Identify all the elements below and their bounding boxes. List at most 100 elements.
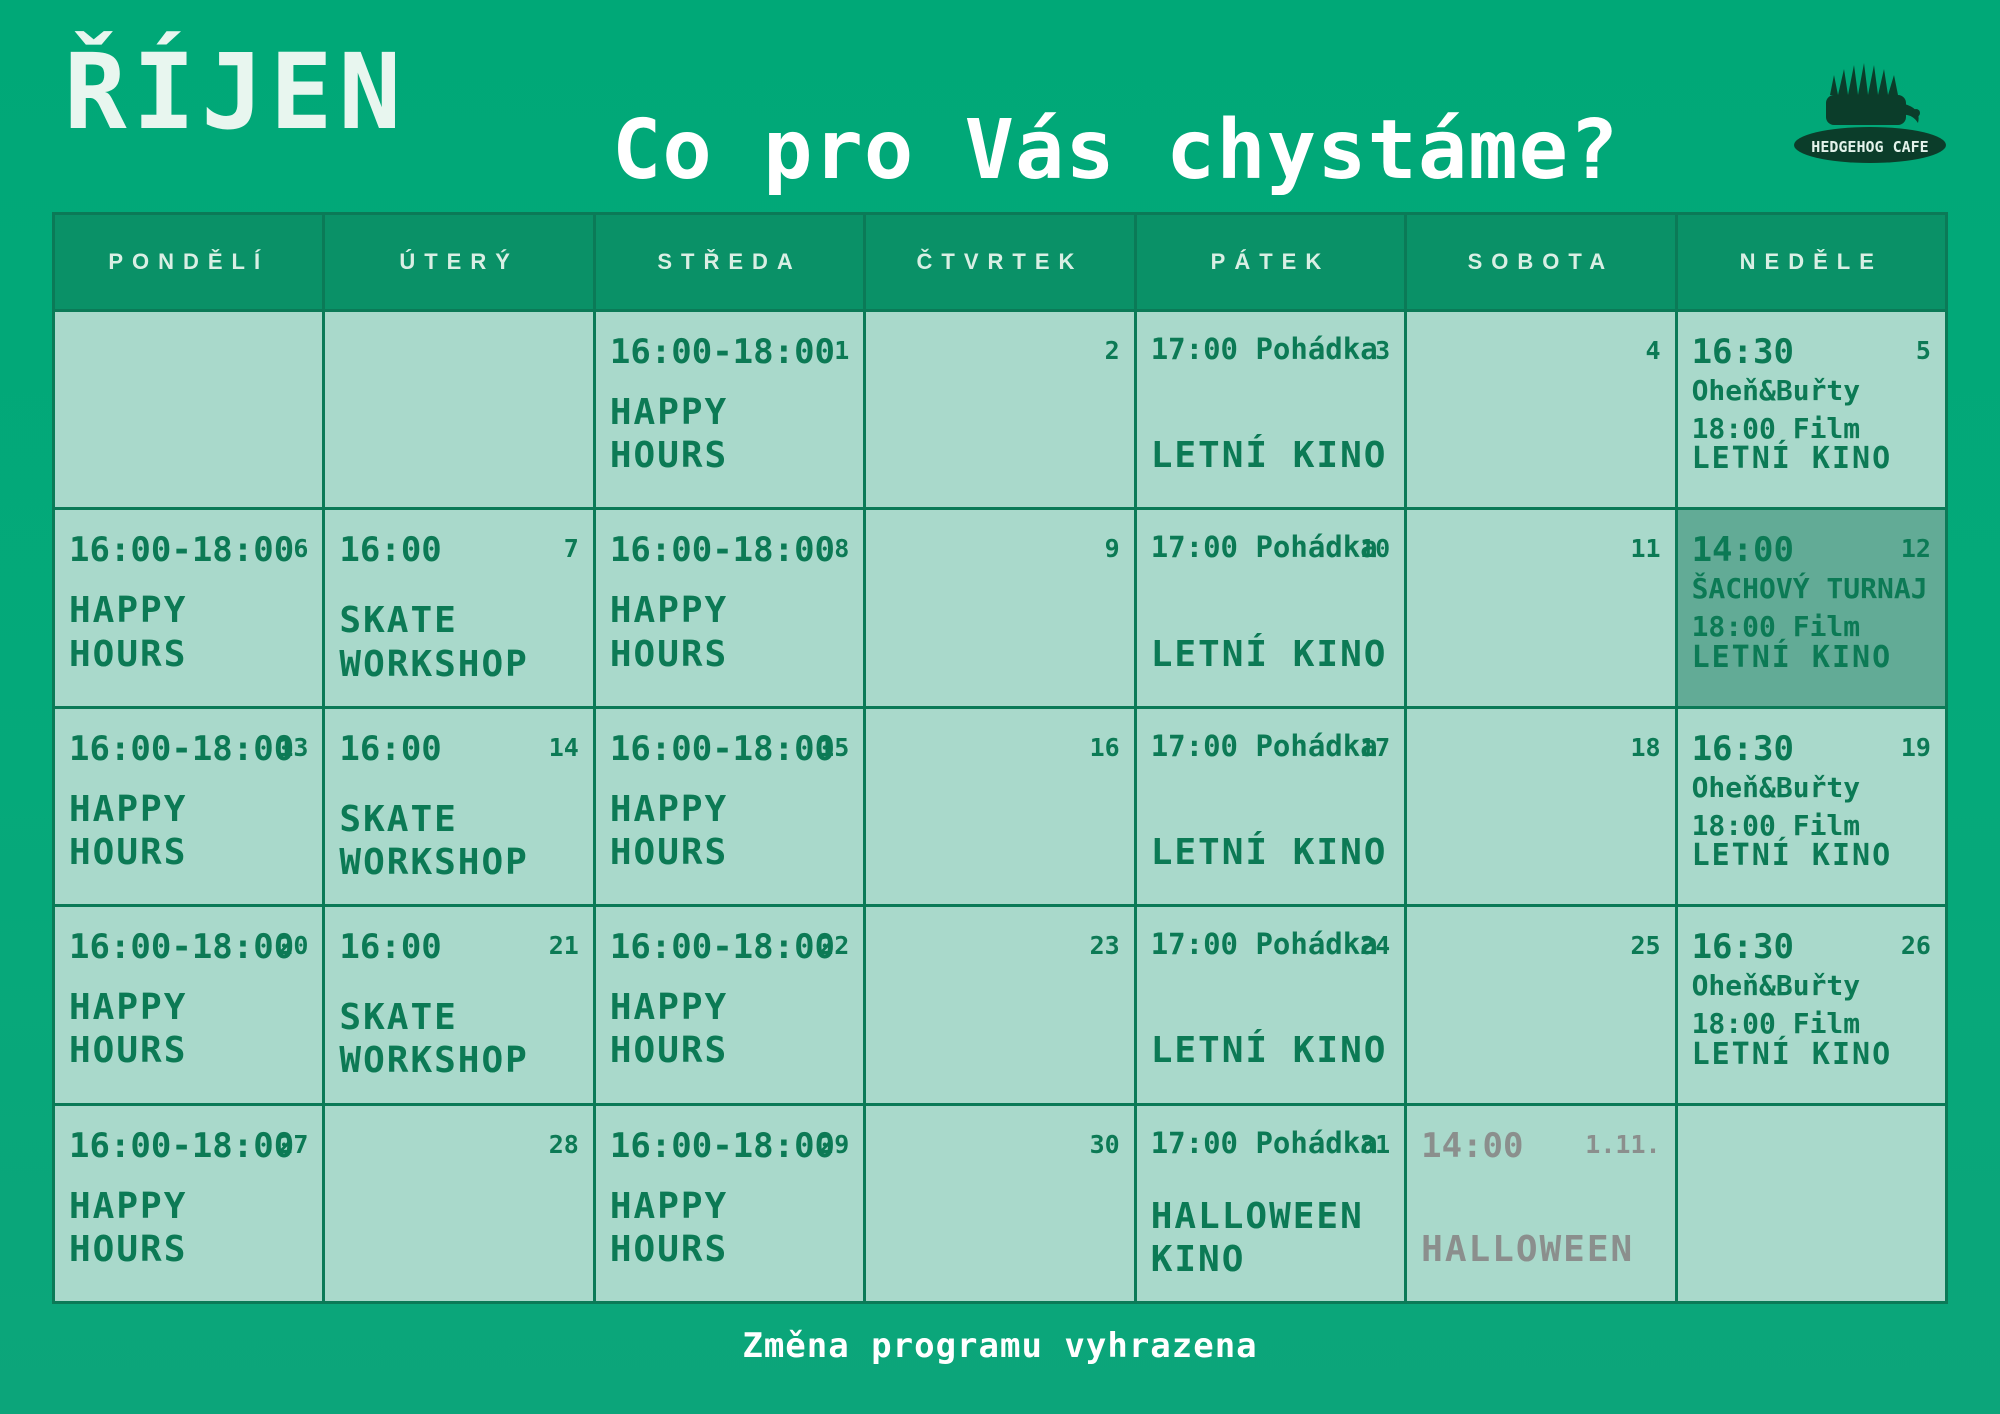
day-number: 22 (819, 931, 850, 961)
event-title: LETNÍ KINO (1150, 435, 1388, 477)
event-title: HAPPY HOURS (69, 1185, 188, 1270)
event-time: 16:00-18:00 (609, 1125, 836, 1166)
calendar-day-cell: 5 16:30 Oheň&Buřty 18:00 Film LETNÍ KINO (1677, 312, 1945, 508)
event-time: 16:00-18:00 (609, 927, 836, 968)
calendar-day-cell: 14 16:00 SKATE WORKSHOP (325, 708, 593, 905)
calendar-day-cell: 1 16:00-18:00 HAPPY HOURS (595, 312, 864, 508)
calendar-day-cell: 20 16:00-18:00 HAPPY HOURS (55, 907, 323, 1103)
calendar-day-cell: 11 (1407, 510, 1675, 706)
day-header: ČTVRTEK (866, 215, 1134, 309)
day-number: 17 (1360, 732, 1391, 762)
logo-text: HEDGEHOG CAFE (1811, 138, 1928, 156)
calendar-day-cell: 26 16:30 Oheň&Buřty 18:00 Film LETNÍ KINO (1677, 907, 1945, 1103)
event-title: HAPPY HOURS (609, 590, 729, 675)
event-time: 16:00-18:00 (609, 530, 836, 571)
day-header: PÁTEK (1136, 215, 1405, 309)
day-number: 31 (1360, 1129, 1391, 1159)
event-time: 16:00-18:00 (69, 530, 295, 571)
calendar-day-cell: 21 16:00 SKATE WORKSHOP (325, 907, 593, 1103)
day-header: SOBOTA (1407, 215, 1675, 309)
event-time: 16:00-18:00 (69, 1125, 295, 1166)
calendar-day-cell: 12 14:00 ŠACHOVÝ TURNAJ 18:00 Film LETNÍ KIN… (1674, 507, 1948, 709)
hedgehog-cafe-logo: HEDGEHOG CAFE (1794, 63, 1946, 163)
day-number: 11 (1630, 534, 1661, 564)
event-time: 16:00-18:00 (69, 927, 295, 968)
event-time: 16:30 (1691, 332, 1794, 372)
day-header: ÚTERÝ (325, 215, 593, 309)
day-number: 30 (1089, 1129, 1120, 1159)
day-number: 23 (1089, 931, 1120, 961)
calendar-day-cell: 8 16:00-18:00 HAPPY HOURS (595, 510, 864, 706)
event-detail: Oheň&Buřty (1691, 770, 1861, 804)
calendar-day-cell: 16 (866, 708, 1134, 905)
event-time: 17:00 Pohádka (1150, 728, 1378, 763)
event-time: 17:00 Pohádka (1150, 927, 1378, 962)
event-detail: Oheň&Buřty (1691, 374, 1861, 407)
calendar-day-cell: 15 16:00-18:00 HAPPY HOURS (595, 708, 864, 905)
event-title: HAPPY HOURS (69, 788, 188, 873)
day-header: PONDĚLÍ (55, 215, 323, 309)
event-title: LETNÍ KINO (1691, 441, 1893, 477)
event-title: HAPPY HOURS (69, 987, 188, 1072)
event-detail: 18:00 Film (1691, 1007, 1861, 1041)
calendar-day-cell: 10 17:00 Pohádka LETNÍ KINO (1136, 510, 1405, 706)
day-number: 5 (1915, 336, 1931, 365)
event-title: LETNÍ KINO (1150, 832, 1388, 873)
calendar-day-cell (325, 312, 593, 508)
calendar-day-cell (55, 312, 323, 508)
event-title: HALLOWEEN (1421, 1228, 1635, 1270)
day-number: 4 (1645, 336, 1661, 365)
day-number: 20 (278, 931, 309, 961)
event-time: 16:00-18:00 (609, 332, 836, 372)
day-number: 26 (1900, 931, 1931, 961)
day-number: 21 (548, 931, 579, 961)
event-detail: 18:00 Film (1691, 412, 1861, 445)
event-title: SKATE WORKSHOP (339, 798, 529, 883)
calendar-day-cell: 3 17:00 Pohádka LETNÍ KINO (1136, 312, 1405, 508)
day-header: STŘEDA (595, 215, 864, 309)
day-number: 16 (1089, 732, 1120, 762)
event-title: HAPPY HOURS (69, 590, 188, 675)
day-number: 2 (1104, 336, 1120, 365)
calendar-day-cell: 9 (866, 510, 1134, 706)
event-time: 16:30 (1691, 927, 1794, 968)
calendar-day-cell: 25 (1407, 907, 1675, 1103)
day-number: 29 (819, 1129, 850, 1159)
day-header: NEDĚLE (1677, 215, 1945, 309)
day-number: 24 (1360, 931, 1391, 961)
calendar-day-cell: 19 16:30 Oheň&Buřty 18:00 Film LETNÍ KINO (1677, 708, 1945, 905)
event-time: 16:00 (339, 530, 442, 571)
event-time: 16:00 (339, 927, 442, 968)
event-title: HAPPY HOURS (609, 788, 729, 873)
calendar-day-cell: 18 (1407, 708, 1675, 905)
calendar-day-cell: 29 16:00-18:00 HAPPY HOURS (595, 1105, 864, 1301)
calendar-day-cell: 7 16:00 SKATE WORKSHOP (325, 510, 593, 706)
event-detail: 18:00 Film (1691, 610, 1861, 644)
event-title: LETNÍ KINO (1150, 1030, 1388, 1072)
event-title: SKATE WORKSHOP (339, 997, 529, 1082)
day-number: 7 (563, 534, 579, 564)
day-number: 27 (278, 1129, 309, 1159)
event-time: 16:00 (339, 728, 442, 769)
calendar-day-cell: 22 16:00-18:00 HAPPY HOURS (595, 907, 864, 1103)
event-time: 16:00-18:00 (609, 728, 836, 769)
day-number: 19 (1900, 732, 1931, 762)
event-time: 17:00 Pohádka (1150, 530, 1378, 565)
event-title: LETNÍ KINO (1691, 639, 1893, 675)
calendar-day-cell: 31 17:00 Pohádka HALLOWEEN KINO (1136, 1105, 1405, 1301)
day-number: 25 (1630, 931, 1661, 961)
event-detail: 18:00 Film (1691, 808, 1861, 842)
day-number: 3 (1375, 336, 1391, 365)
event-detail: ŠACHOVÝ TURNAJ (1691, 572, 1928, 606)
event-time: 14:00 (1691, 530, 1794, 571)
day-number: 15 (819, 732, 850, 762)
day-number: 28 (548, 1129, 579, 1159)
calendar-day-cell (1677, 1105, 1945, 1301)
event-title: HAPPY HOURS (609, 392, 729, 477)
event-title: HAPPY HOURS (609, 1185, 729, 1270)
calendar-day-cell: 4 (1407, 312, 1675, 508)
day-number: 13 (278, 732, 309, 762)
day-number: 12 (1900, 534, 1931, 564)
month-title: ŘÍJEN (64, 31, 408, 153)
calendar-day-cell: 13 16:00-18:00 HAPPY HOURS (55, 708, 323, 905)
